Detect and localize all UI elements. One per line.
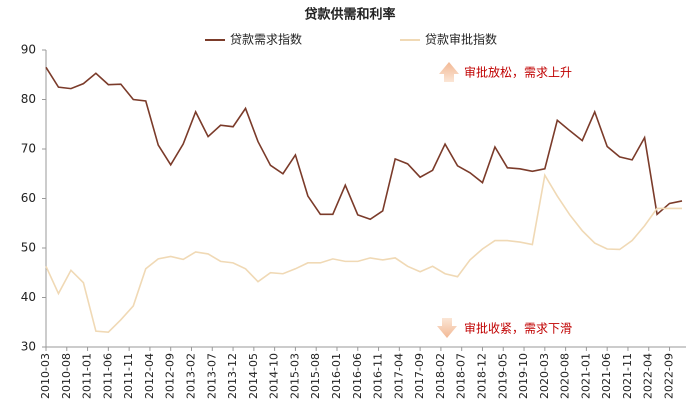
x-tick-label: 2016-06 xyxy=(351,353,364,399)
x-tick-label: 2020-03 xyxy=(538,353,551,399)
y-tick-label: 50 xyxy=(21,241,36,255)
x-tick-label: 2016-01 xyxy=(330,353,343,399)
x-tick-label: 2019-10 xyxy=(517,353,530,399)
x-tick-label: 2020-08 xyxy=(559,353,572,399)
y-tick-label: 30 xyxy=(21,340,36,354)
x-tick-label: 2010-03 xyxy=(39,353,52,399)
x-tick-label: 2021-11 xyxy=(621,353,634,399)
x-tick-label: 2011-01 xyxy=(81,353,94,399)
x-tick-label: 2022-09 xyxy=(663,353,676,399)
series-line xyxy=(45,66,683,221)
x-tick-label: 2011-06 xyxy=(101,353,114,399)
legend-label: 贷款需求指数 xyxy=(230,32,302,47)
x-tick-label: 2018-07 xyxy=(455,353,468,399)
x-tick-label: 2013-02 xyxy=(184,353,197,399)
x-tick-label: 2014-05 xyxy=(247,353,260,399)
x-tick-label: 2018-02 xyxy=(434,353,447,399)
up-arrow xyxy=(439,62,459,82)
series-line xyxy=(45,172,682,333)
down-arrow xyxy=(437,318,457,338)
x-tick-label: 2010-08 xyxy=(60,353,73,399)
annotation: 审批放松，需求上升 xyxy=(464,65,572,80)
x-tick-label: 2013-07 xyxy=(205,353,218,399)
x-tick-label: 2012-09 xyxy=(164,353,177,399)
x-tick-label: 2014-10 xyxy=(268,353,281,399)
y-tick-label: 70 xyxy=(21,142,36,156)
x-tick-label: 2018-12 xyxy=(475,353,488,399)
x-tick-label: 2022-04 xyxy=(642,353,655,399)
legend-label: 贷款审批指数 xyxy=(425,32,497,47)
y-tick-label: 90 xyxy=(21,43,36,57)
x-tick-label: 2016-11 xyxy=(372,353,385,399)
x-tick-label: 2012-04 xyxy=(143,353,156,399)
x-tick-label: 2015-03 xyxy=(288,353,301,399)
x-tick-label: 2011-11 xyxy=(122,353,135,399)
x-tick-label: 2021-06 xyxy=(600,353,613,399)
y-tick-label: 40 xyxy=(21,290,36,304)
chart-title: 贷款供需和利率 xyxy=(304,7,395,23)
x-tick-label: 2017-09 xyxy=(413,353,426,399)
x-tick-label: 2019-05 xyxy=(496,353,509,399)
y-tick-label: 80 xyxy=(21,92,36,106)
x-tick-label: 2021-01 xyxy=(579,353,592,399)
y-tick-label: 60 xyxy=(21,191,36,205)
x-tick-label: 2015-08 xyxy=(309,353,322,399)
annotation: 审批收紧，需求下滑 xyxy=(464,321,572,336)
x-tick-label: 2017-04 xyxy=(392,353,405,399)
x-tick-label: 2013-12 xyxy=(226,353,239,399)
